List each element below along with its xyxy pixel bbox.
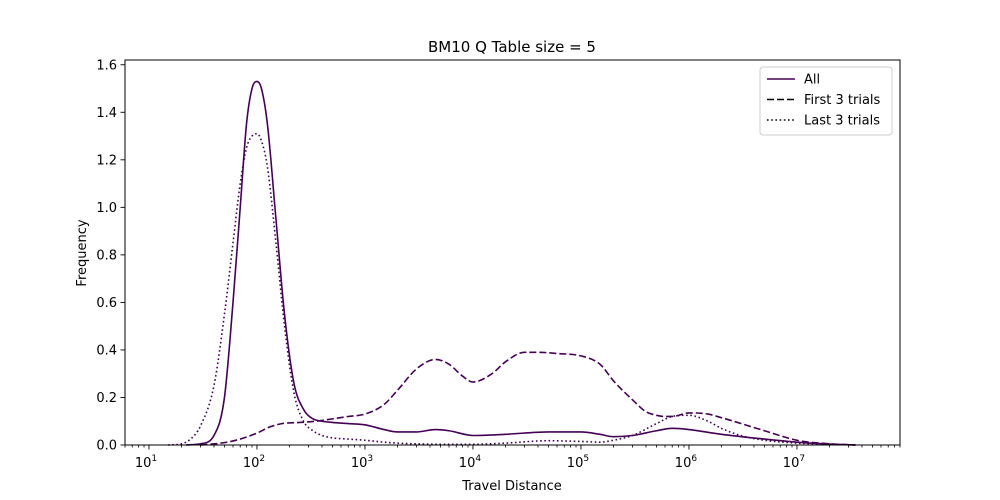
legend: All First 3 trials Last 3 trials: [759, 66, 893, 136]
x-axis: 101 102 103 104 105 106 107: [124, 445, 901, 471]
legend-label-last-3-trials: Last 3 trials: [804, 114, 880, 129]
x-tick-label: 102: [243, 454, 265, 471]
y-axis-title: Frequency: [75, 219, 90, 286]
y-tick-label: 1.0: [96, 201, 117, 216]
x-tick-label: 103: [351, 454, 373, 471]
legend-box: [759, 66, 893, 136]
y-tick-label: 0.6: [96, 296, 117, 311]
x-axis-title: Travel Distance: [461, 479, 562, 494]
y-tick-label: 1.2: [96, 153, 117, 168]
series-line-all: [185, 80, 856, 446]
x-tick-label: 101: [135, 454, 157, 471]
x-tick-label: 105: [567, 454, 589, 471]
series-layer: [167, 80, 856, 446]
y-tick-label: 0.2: [96, 391, 117, 406]
chart-title: BM10 Q Table size = 5: [428, 38, 596, 56]
x-tick-label: 104: [459, 454, 482, 471]
y-tick-label: 1.4: [96, 106, 117, 121]
y-tick-label: 0.4: [96, 343, 117, 358]
x-tick-label: 107: [783, 454, 805, 471]
legend-label-first-3-trials: First 3 trials: [804, 93, 881, 108]
y-tick-label: 0.0: [96, 439, 117, 454]
y-axis: 0.0 0.2 0.4 0.6 0.8 1.0 1.2 1.4 1.6: [96, 58, 125, 454]
plot-frame: [124, 59, 901, 446]
y-tick-label: 1.6: [96, 58, 117, 73]
series-line-last-3-trials: [167, 132, 856, 446]
y-tick-label: 0.8: [96, 248, 117, 263]
series-line-first-3-trials: [200, 351, 856, 446]
x-tick-label: 106: [675, 454, 698, 471]
legend-label-all: All: [804, 73, 820, 88]
